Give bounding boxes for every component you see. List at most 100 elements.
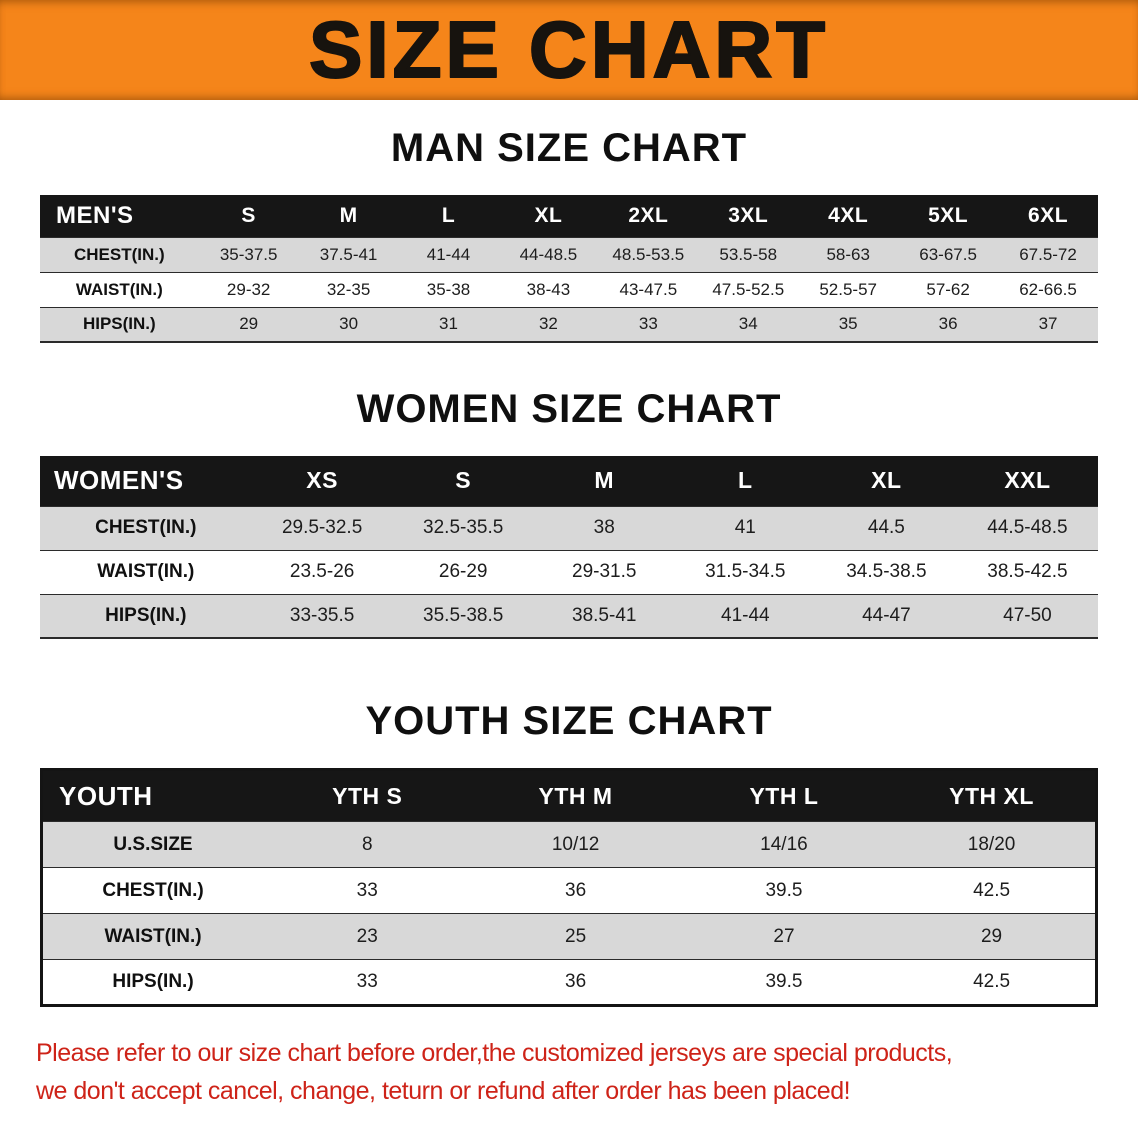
value-cell: 33 xyxy=(263,867,472,914)
youth-size-table-wrap: YOUTH YTH S YTH M YTH L YTH XL U.S.SIZE 8 10/12… xyxy=(40,768,1098,1007)
youth-size-section: YOUTH SIZE CHART YOUTH YTH S YTH M YTH L YTH… xyxy=(40,699,1098,1007)
row-label-cell: WAIST(IN.) xyxy=(40,271,199,307)
size-header-cell: 3XL xyxy=(698,195,799,237)
size-chart-banner: SIZE CHART xyxy=(0,0,1138,100)
value-cell: 36 xyxy=(471,959,680,1007)
men-size-table: MEN'S S M L XL 2XL 3XL 4XL 5XL 6XL CHEST(IN.) 35-37… xyxy=(40,195,1098,343)
size-header-cell: XXL xyxy=(956,456,1098,506)
value-cell: 31.5-34.5 xyxy=(674,549,816,594)
value-cell: 44-48.5 xyxy=(498,236,599,272)
value-cell: 35 xyxy=(798,306,899,343)
size-header-cell: XS xyxy=(251,456,393,506)
women-size-table-wrap: WOMEN'S XS S M L XL XXL CHEST(IN.) 29.5-32.5 32.5… xyxy=(40,456,1098,639)
men-section-heading: MAN SIZE CHART xyxy=(390,126,748,170)
size-header-cell: XL xyxy=(498,195,599,237)
value-cell: 47.5-52.5 xyxy=(698,271,799,307)
table-row: WAIST(IN.) 23.5-26 26-29 29-31.5 31.5-34.5 34… xyxy=(40,549,1098,594)
value-cell: 8 xyxy=(263,821,472,868)
row-label-cell: WAIST(IN.) xyxy=(40,549,252,594)
value-cell: 38 xyxy=(533,505,675,550)
women-size-section: WOMEN SIZE CHART WOMEN'S XS S M L XL XXL CHEST(… xyxy=(40,387,1098,639)
table-row: HIPS(IN.) 33 36 39.5 42.5 xyxy=(41,959,1097,1007)
value-cell: 41-44 xyxy=(674,593,816,639)
value-cell: 38.5-41 xyxy=(533,593,675,639)
row-label-cell: CHEST(IN.) xyxy=(40,236,199,272)
value-cell: 36 xyxy=(898,306,999,343)
size-header-cell: 4XL xyxy=(798,195,899,237)
value-cell: 33 xyxy=(263,959,472,1007)
value-cell: 53.5-58 xyxy=(698,236,799,272)
value-cell: 23 xyxy=(263,913,472,960)
youth-section-heading: YOUTH SIZE CHART xyxy=(365,699,773,743)
value-cell: 29.5-32.5 xyxy=(251,505,393,550)
value-cell: 48.5-53.5 xyxy=(598,236,699,272)
row-label-cell: WAIST(IN.) xyxy=(41,913,264,960)
men-size-table-wrap: MEN'S S M L XL 2XL 3XL 4XL 5XL 6XL CHEST(IN.) 35-37… xyxy=(40,195,1098,343)
disclaimer-line-1: Please refer to our size chart before or… xyxy=(36,1039,953,1067)
value-cell: 62-66.5 xyxy=(998,271,1098,307)
size-header-cell: 5XL xyxy=(898,195,999,237)
size-header-cell: S xyxy=(198,195,299,237)
banner-title: SIZE CHART xyxy=(308,5,829,94)
value-cell: 32.5-35.5 xyxy=(392,505,534,550)
value-cell: 57-62 xyxy=(898,271,999,307)
value-cell: 44.5 xyxy=(815,505,957,550)
value-cell: 27 xyxy=(679,913,889,960)
value-cell: 63-67.5 xyxy=(898,236,999,272)
table-row: CHEST(IN.) 29.5-32.5 32.5-35.5 38 41 44.5 44.5… xyxy=(40,505,1098,550)
table-row: WAIST(IN.) 29-32 32-35 35-38 38-43 43-47.5 47.… xyxy=(40,271,1098,307)
value-cell: 34 xyxy=(698,306,799,343)
men-size-section: MAN SIZE CHART MEN'S S M L XL 2XL 3XL 4XL 5XL 6XL… xyxy=(40,126,1098,343)
value-cell: 10/12 xyxy=(471,821,680,868)
youth-size-table: YOUTH YTH S YTH M YTH L YTH XL U.S.SIZE 8 10/12… xyxy=(40,768,1098,1007)
value-cell: 39.5 xyxy=(679,959,889,1007)
value-cell: 34.5-38.5 xyxy=(815,549,957,594)
table-title-cell: YOUTH xyxy=(41,769,264,822)
value-cell: 44.5-48.5 xyxy=(956,505,1098,550)
size-header-cell: M xyxy=(298,195,399,237)
table-row: HIPS(IN.) 33-35.5 35.5-38.5 38.5-41 41-44 44-… xyxy=(40,593,1098,639)
disclaimer: Please refer to our size chart before or… xyxy=(36,1035,1124,1110)
table-header-row: MEN'S S M L XL 2XL 3XL 4XL 5XL 6XL xyxy=(40,195,1098,237)
row-label-cell: U.S.SIZE xyxy=(41,821,264,868)
size-header-cell: 2XL xyxy=(598,195,699,237)
value-cell: 29-32 xyxy=(198,271,299,307)
value-cell: 35.5-38.5 xyxy=(392,593,534,639)
value-cell: 42.5 xyxy=(888,867,1097,914)
value-cell: 33 xyxy=(598,306,699,343)
value-cell: 29 xyxy=(888,913,1097,960)
value-cell: 23.5-26 xyxy=(251,549,393,594)
value-cell: 29-31.5 xyxy=(533,549,675,594)
table-header-row: YOUTH YTH S YTH M YTH L YTH XL xyxy=(41,769,1097,822)
value-cell: 32 xyxy=(498,306,599,343)
size-header-cell: L xyxy=(398,195,499,237)
row-label-cell: HIPS(IN.) xyxy=(40,593,252,639)
table-title-cell: MEN'S xyxy=(40,195,199,237)
value-cell: 41-44 xyxy=(398,236,499,272)
row-label-cell: HIPS(IN.) xyxy=(41,959,264,1007)
size-header-cell: YTH S xyxy=(263,769,472,822)
table-row: U.S.SIZE 8 10/12 14/16 18/20 xyxy=(41,821,1097,868)
table-row: CHEST(IN.) 35-37.5 37.5-41 41-44 44-48.5 48.5… xyxy=(40,236,1098,272)
row-label-cell: CHEST(IN.) xyxy=(41,867,264,914)
value-cell: 43-47.5 xyxy=(598,271,699,307)
value-cell: 14/16 xyxy=(679,821,889,868)
size-header-cell: M xyxy=(533,456,675,506)
value-cell: 26-29 xyxy=(392,549,534,594)
value-cell: 32-35 xyxy=(298,271,399,307)
value-cell: 18/20 xyxy=(888,821,1097,868)
table-title-cell: WOMEN'S xyxy=(40,456,252,506)
size-header-cell: L xyxy=(674,456,816,506)
value-cell: 29 xyxy=(198,306,299,343)
value-cell: 58-63 xyxy=(798,236,899,272)
value-cell: 42.5 xyxy=(888,959,1097,1007)
row-label-cell: CHEST(IN.) xyxy=(40,505,252,550)
value-cell: 67.5-72 xyxy=(998,236,1098,272)
value-cell: 52.5-57 xyxy=(798,271,899,307)
row-label-cell: HIPS(IN.) xyxy=(40,306,199,343)
value-cell: 37 xyxy=(998,306,1098,343)
value-cell: 25 xyxy=(471,913,680,960)
value-cell: 38-43 xyxy=(498,271,599,307)
value-cell: 41 xyxy=(674,505,816,550)
value-cell: 30 xyxy=(298,306,399,343)
